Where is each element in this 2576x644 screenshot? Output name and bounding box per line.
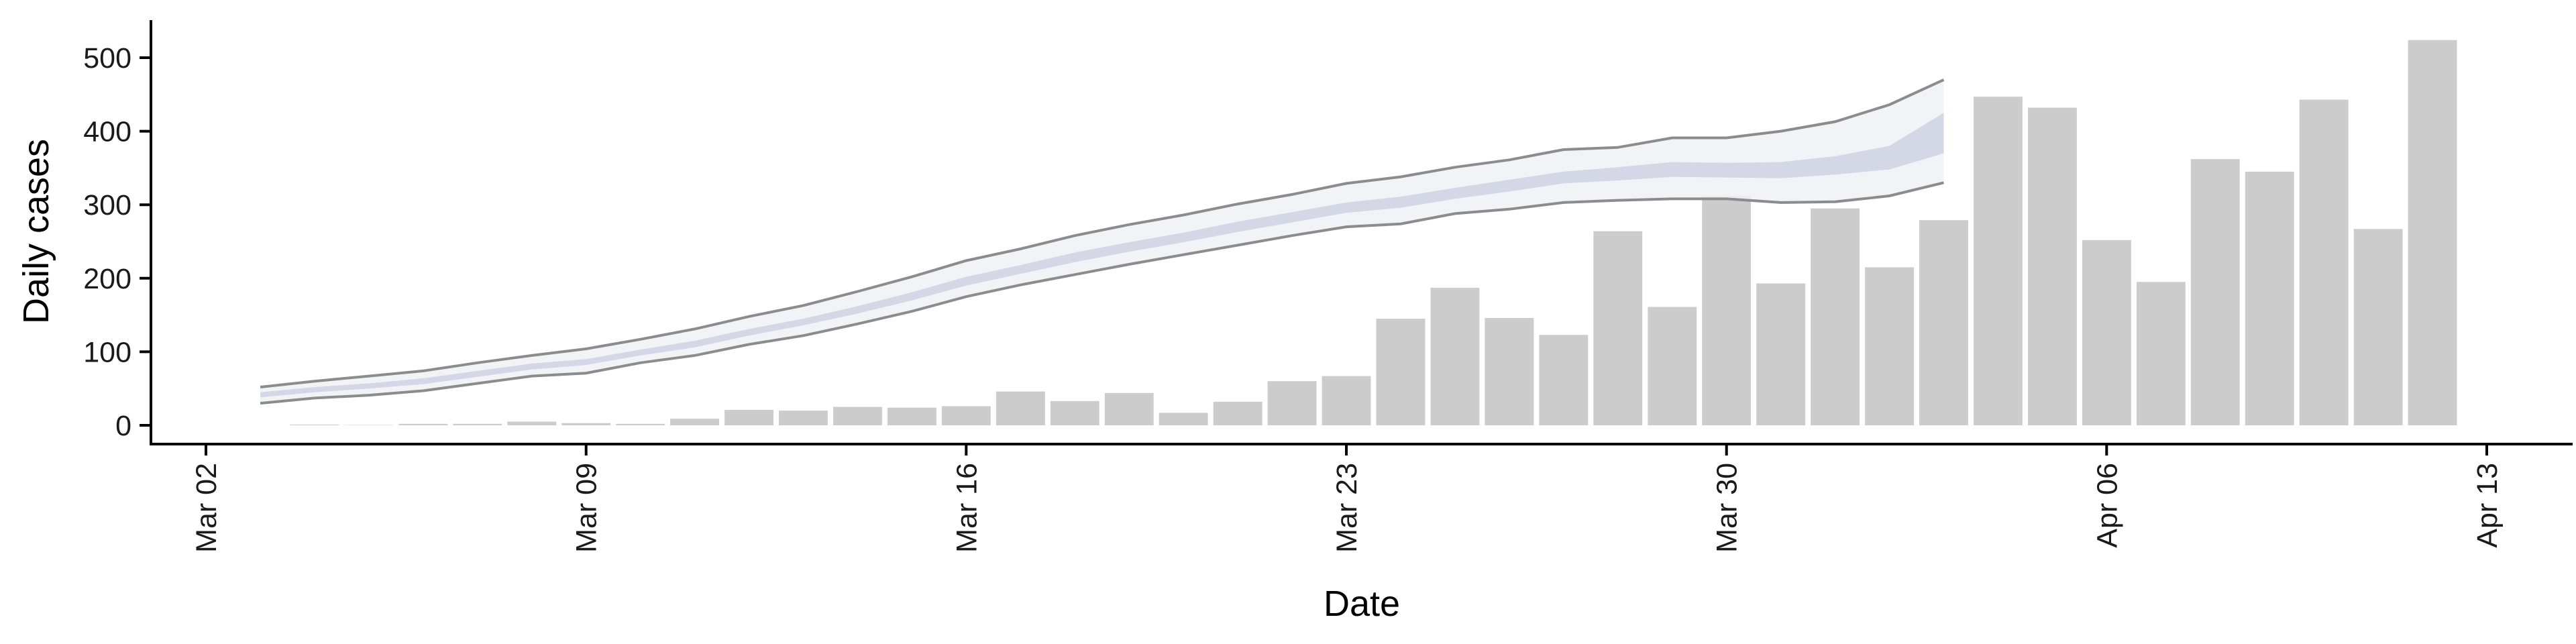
x-ticks-layer: Mar 02 Mar 09 Mar 16 Mar 23 Mar 30 Apr 06 Apr …	[191, 444, 2504, 553]
bar-2020-03-31	[1756, 283, 1806, 425]
x-tick-label: Mar 30	[1711, 463, 1743, 553]
bar-2020-03-24	[1376, 319, 1426, 425]
bar-2020-03-18	[1050, 400, 1099, 425]
bar-2020-03-22	[1267, 381, 1317, 425]
x-tick-label: Mar 09	[571, 463, 603, 553]
bar-2020-03-11	[670, 419, 719, 425]
x-tick-label: Apr 06	[2091, 463, 2123, 548]
bar-2020-03-15	[888, 407, 936, 425]
bar-2020-04-07	[2136, 282, 2186, 425]
bar-2020-03-09	[561, 423, 611, 425]
lower-bound-line	[260, 181, 1944, 405]
inner-interval-band	[260, 113, 1944, 398]
bar-2020-03-25	[1430, 288, 1480, 425]
y-tick-label: 100	[83, 336, 131, 368]
x-tick-label: Mar 16	[951, 463, 983, 553]
bar-2020-03-21	[1213, 401, 1263, 425]
bar-2020-03-30	[1702, 196, 1752, 425]
y-tick-label: 500	[83, 42, 131, 74]
bar-2020-03-06	[398, 423, 448, 425]
bar-2020-04-11	[2353, 229, 2403, 425]
bar-2020-03-07	[453, 423, 502, 425]
y-tick-label: 400	[83, 116, 131, 148]
y-axis-label: Daily cases	[16, 139, 56, 324]
x-tick-label: Mar 23	[1331, 463, 1363, 553]
bar-2020-03-16	[941, 406, 991, 425]
upper-bound-line	[260, 78, 1945, 388]
axes-layer	[150, 20, 2573, 445]
bar-2020-03-27	[1539, 335, 1589, 425]
bar-2020-03-13	[779, 411, 828, 425]
y-ticks-layer: 0 100 200 300 400 500	[83, 42, 151, 442]
bar-2020-04-01	[1811, 208, 1860, 425]
bar-2020-03-26	[1485, 318, 1534, 425]
bar-2020-03-08	[507, 421, 557, 425]
bar-2020-03-12	[724, 410, 773, 425]
bar-2020-03-28	[1593, 231, 1643, 425]
estimate-band-layer	[260, 78, 1945, 405]
bar-2020-04-09	[2245, 171, 2294, 425]
outer-interval-band	[260, 79, 1944, 404]
bar-2020-04-08	[2190, 159, 2240, 425]
bar-2020-04-04	[1974, 97, 2023, 425]
bar-2020-04-02	[1865, 267, 1914, 425]
y-tick-label: 300	[83, 189, 131, 221]
bar-2020-04-05	[2028, 107, 2077, 425]
bar-2020-04-06	[2082, 239, 2131, 425]
bar-2020-03-20	[1159, 413, 1208, 425]
bar-2020-04-12	[2408, 40, 2457, 425]
x-tick-label: Mar 02	[191, 463, 223, 553]
bars-layer	[290, 40, 2457, 425]
y-tick-label: 0	[115, 410, 131, 442]
bar-2020-03-10	[616, 423, 665, 425]
bar-2020-03-05	[344, 425, 393, 426]
bar-2020-03-19	[1104, 392, 1154, 425]
y-tick-label: 200	[83, 263, 131, 295]
bar-2020-03-14	[833, 407, 882, 425]
bar-2020-03-29	[1648, 307, 1697, 425]
bar-2020-04-03	[1919, 220, 1968, 425]
x-tick-label: Apr 13	[2471, 463, 2504, 548]
bar-2020-04-10	[2299, 99, 2349, 425]
bar-2020-03-17	[996, 391, 1045, 425]
x-axis-label: Date	[1324, 584, 1400, 624]
bar-2020-03-23	[1322, 376, 1371, 425]
